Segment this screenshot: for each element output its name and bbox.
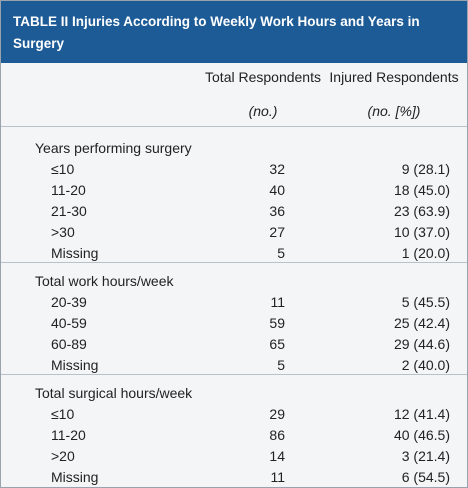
total-cell: 11 [270,294,285,310]
injured-cell: 12 (41.4) [393,406,450,422]
column-header: Injured Respondents [329,69,459,85]
injured-cell: 3 (21.4) [401,448,450,464]
section-label: Total surgical hours/week [35,385,193,401]
injured-cell: 18 (45.0) [393,182,450,198]
injured-cell: 40 (46.5) [393,427,450,443]
row-label: ≤10 [51,161,75,177]
injured-cell: 10 (37.0) [393,224,450,240]
total-cell: 27 [269,224,285,240]
injured-cell: 2 (40.0) [401,357,450,373]
row-label: 60-89 [51,336,87,352]
injured-cell: 25 (42.4) [393,315,450,331]
column-header: Total Respondents [205,69,321,85]
total-cell: 36 [269,203,285,219]
header-band: TABLE II Injuries According to Weekly Wo… [1,1,467,63]
section-rule [1,262,467,263]
total-cell: 5 [277,245,285,261]
row-label: 40-59 [51,315,87,331]
total-cell: 11 [270,469,285,485]
injured-cell: 9 (28.1) [401,161,450,177]
total-cell: 29 [269,406,285,422]
row-label: 21-30 [51,203,87,219]
row-label: ≤10 [51,406,75,422]
row-label: 11-20 [51,427,86,443]
total-cell: 65 [269,336,285,352]
section-rule [1,374,467,375]
total-cell: 14 [269,448,285,464]
column-unit: (no. [%]) [367,103,421,119]
total-cell: 32 [269,161,285,177]
row-label: >30 [51,224,75,240]
row-label: Missing [51,357,99,373]
column-unit: (no.) [248,103,278,119]
row-label: >20 [51,448,75,464]
row-label: 20-39 [51,294,87,310]
row-label: Missing [51,245,99,261]
row-label: 11-20 [51,182,86,198]
injured-cell: 23 (63.9) [393,203,450,219]
total-cell: 5 [277,357,285,373]
injured-cell: 1 (20.0) [401,245,450,261]
injured-cell: 29 (44.6) [393,336,450,352]
total-cell: 40 [269,182,285,198]
section-label: Years performing surgery [35,140,192,156]
total-cell: 59 [269,315,285,331]
row-label: Missing [51,469,99,485]
total-cell: 86 [269,427,285,443]
section-label: Total work hours/week [35,273,174,289]
header-rule [1,126,467,127]
injured-cell: 5 (45.5) [401,294,450,310]
table-title: TABLE II Injuries According to Weekly Wo… [13,14,420,51]
injured-cell: 6 (54.5) [401,469,450,485]
